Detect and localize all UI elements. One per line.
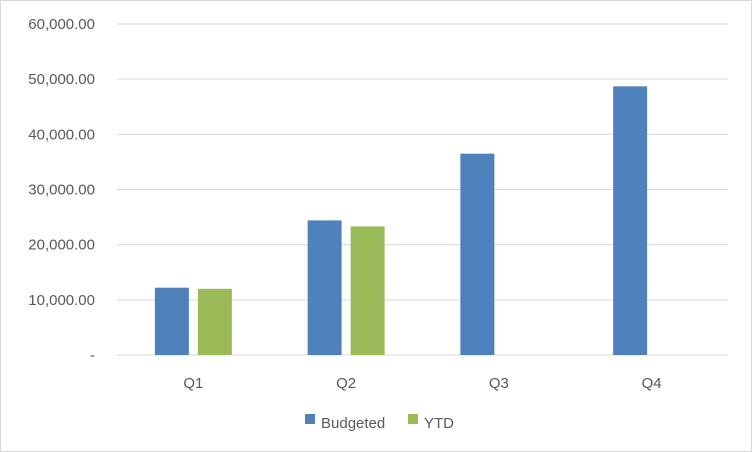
y-tick-label: 20,000.00 — [28, 237, 95, 254]
x-category-label: Q2 — [336, 375, 356, 392]
y-axis-tick-labels: - 10,000.00 20,000.00 30,000.00 40,000.00 50,… — [28, 16, 95, 364]
bar-budgeted-q3 — [460, 153, 495, 355]
y-tick-label: 30,000.00 — [28, 182, 95, 199]
bar-ytd-q2 — [350, 226, 385, 355]
bars — [154, 86, 648, 356]
x-category-label: Q4 — [642, 375, 662, 392]
y-tick-label: 40,000.00 — [28, 126, 95, 143]
x-category-label: Q3 — [489, 375, 509, 392]
y-tick-label: 10,000.00 — [28, 292, 95, 309]
legend-label-ytd: YTD — [424, 415, 454, 432]
legend-swatch-budgeted — [305, 414, 315, 424]
bar-ytd-q1 — [197, 288, 232, 355]
x-category-label: Q1 — [183, 375, 203, 392]
legend-swatch-ytd — [408, 414, 418, 424]
y-tick-label: 60,000.00 — [28, 16, 95, 33]
bar-budgeted-q4 — [613, 86, 648, 356]
bar-budgeted-q1 — [154, 287, 189, 355]
y-tick-label: 50,000.00 — [28, 71, 95, 88]
bar-budgeted-q2 — [307, 220, 342, 355]
x-axis-category-labels: Q1 Q2 Q3 Q4 — [183, 375, 661, 392]
legend-label-budgeted: Budgeted — [321, 415, 385, 432]
legend: Budgeted YTD — [305, 414, 454, 432]
y-tick-label: - — [90, 347, 95, 364]
